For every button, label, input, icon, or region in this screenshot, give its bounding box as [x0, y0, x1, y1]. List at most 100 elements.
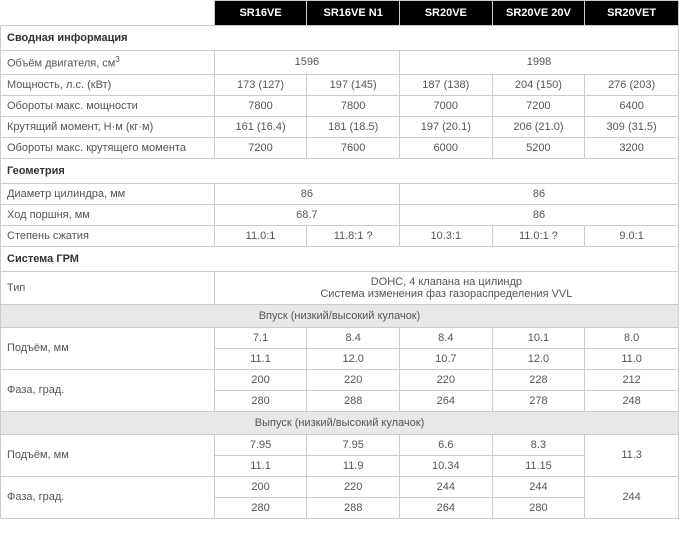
- col-sr20vet: SR20VET: [585, 1, 679, 26]
- intake-phase-high-4: 248: [585, 390, 679, 411]
- intake-lift-label: Подъём, мм: [1, 327, 215, 369]
- torque-rpm-3: 5200: [492, 137, 585, 158]
- exhaust-phase-merged: 244: [585, 476, 679, 518]
- bore-label: Диаметр цилиндра, мм: [1, 183, 215, 204]
- row-compression: Степень сжатия 11.0:1 11.8:1 ? 10.3:1 11…: [1, 225, 679, 246]
- exhaust-lift-low-2: 6.6: [399, 434, 492, 455]
- row-stroke: Ход поршня, мм 68.7 86: [1, 204, 679, 225]
- power-3: 204 (150): [492, 74, 585, 95]
- header-blank: [1, 1, 215, 26]
- exhaust-lift-label: Подъём, мм: [1, 434, 215, 476]
- intake-phase-low-4: 212: [585, 369, 679, 390]
- exhaust-lift-low-1: 7.95: [307, 434, 400, 455]
- stroke-label: Ход поршня, мм: [1, 204, 215, 225]
- intake-lift-high-3: 12.0: [492, 348, 585, 369]
- exhaust-lift-merged: 11.3: [585, 434, 679, 476]
- type-value: DOHC, 4 клапана на цилиндрСистема измене…: [214, 271, 678, 304]
- compression-4: 9.0:1: [585, 225, 679, 246]
- torque-rpm-4: 3200: [585, 137, 679, 158]
- power-2: 187 (138): [399, 74, 492, 95]
- intake-lift-low-4: 8.0: [585, 327, 679, 348]
- col-sr20ve: SR20VE: [399, 1, 492, 26]
- exhaust-phase-high-3: 280: [492, 497, 585, 518]
- exhaust-lift-low-0: 7.95: [214, 434, 307, 455]
- row-intake-header: Впуск (низкий/высокий кулачок): [1, 304, 679, 327]
- power-rpm-label: Обороты макс. мощности: [1, 95, 215, 116]
- compression-0: 11.0:1: [214, 225, 307, 246]
- displacement-label: Объём двигателя, см3: [1, 51, 215, 75]
- intake-lift-low-0: 7.1: [214, 327, 307, 348]
- compression-1: 11.8:1 ?: [307, 225, 400, 246]
- exhaust-header: Выпуск (низкий/высокий кулачок): [1, 411, 679, 434]
- row-displacement: Объём двигателя, см3 1596 1998: [1, 51, 679, 75]
- row-type: Тип DOHC, 4 клапана на цилиндрСистема из…: [1, 271, 679, 304]
- col-sr16ve: SR16VE: [214, 1, 307, 26]
- torque-4: 309 (31.5): [585, 116, 679, 137]
- section-geometry-label: Геометрия: [1, 158, 679, 183]
- intake-lift-low-3: 10.1: [492, 327, 585, 348]
- compression-2: 10.3:1: [399, 225, 492, 246]
- exhaust-phase-label: Фаза, град.: [1, 476, 215, 518]
- intake-phase-high-0: 280: [214, 390, 307, 411]
- power-label: Мощность, л.с. (кВт): [1, 74, 215, 95]
- row-bore: Диаметр цилиндра, мм 86 86: [1, 183, 679, 204]
- row-torque-rpm: Обороты макс. крутящего момента 7200 760…: [1, 137, 679, 158]
- exhaust-phase-low-1: 220: [307, 476, 400, 497]
- exhaust-phase-low-0: 200: [214, 476, 307, 497]
- col-sr16ve-n1: SR16VE N1: [307, 1, 400, 26]
- section-geometry: Геометрия: [1, 158, 679, 183]
- intake-phase-low-1: 220: [307, 369, 400, 390]
- row-torque: Крутящий момент, Н·м (кг·м) 161 (16.4) 1…: [1, 116, 679, 137]
- spec-table: SR16VE SR16VE N1 SR20VE SR20VE 20V SR20V…: [0, 0, 679, 519]
- torque-3: 206 (21.0): [492, 116, 585, 137]
- torque-0: 161 (16.4): [214, 116, 307, 137]
- torque-label: Крутящий момент, Н·м (кг·м): [1, 116, 215, 137]
- exhaust-phase-low-2: 244: [399, 476, 492, 497]
- intake-lift-high-0: 11.1: [214, 348, 307, 369]
- exhaust-phase-high-1: 288: [307, 497, 400, 518]
- bore-a: 86: [214, 183, 399, 204]
- intake-lift-low-2: 8.4: [399, 327, 492, 348]
- intake-phase-low-3: 228: [492, 369, 585, 390]
- power-1: 197 (145): [307, 74, 400, 95]
- intake-phase-high-1: 288: [307, 390, 400, 411]
- power-rpm-0: 7800: [214, 95, 307, 116]
- section-summary-label: Сводная информация: [1, 26, 679, 51]
- power-0: 173 (127): [214, 74, 307, 95]
- exhaust-lift-high-2: 10.34: [399, 455, 492, 476]
- exhaust-lift-low-3: 8.3: [492, 434, 585, 455]
- section-summary: Сводная информация: [1, 26, 679, 51]
- torque-rpm-label: Обороты макс. крутящего момента: [1, 137, 215, 158]
- exhaust-phase-high-0: 280: [214, 497, 307, 518]
- row-power-rpm: Обороты макс. мощности 7800 7800 7000 72…: [1, 95, 679, 116]
- power-4: 276 (203): [585, 74, 679, 95]
- exhaust-phase-low-3: 244: [492, 476, 585, 497]
- type-label: Тип: [1, 271, 215, 304]
- intake-phase-low-2: 220: [399, 369, 492, 390]
- torque-2: 197 (20.1): [399, 116, 492, 137]
- header-row: SR16VE SR16VE N1 SR20VE SR20VE 20V SR20V…: [1, 1, 679, 26]
- stroke-b: 86: [399, 204, 678, 225]
- torque-1: 181 (18.5): [307, 116, 400, 137]
- section-grm: Система ГРМ: [1, 246, 679, 271]
- bore-b: 86: [399, 183, 678, 204]
- intake-phase-low-0: 200: [214, 369, 307, 390]
- exhaust-lift-high-1: 11.9: [307, 455, 400, 476]
- compression-label: Степень сжатия: [1, 225, 215, 246]
- row-exhaust-lift-low: Подъём, мм 7.95 7.95 6.6 8.3 11.3: [1, 434, 679, 455]
- exhaust-lift-high-0: 11.1: [214, 455, 307, 476]
- intake-phase-high-2: 264: [399, 390, 492, 411]
- col-sr20ve-20v: SR20VE 20V: [492, 1, 585, 26]
- exhaust-phase-high-2: 264: [399, 497, 492, 518]
- intake-lift-high-4: 11.0: [585, 348, 679, 369]
- intake-lift-high-2: 10.7: [399, 348, 492, 369]
- compression-3: 11.0:1 ?: [492, 225, 585, 246]
- displacement-1596: 1596: [214, 51, 399, 75]
- torque-rpm-0: 7200: [214, 137, 307, 158]
- intake-lift-low-1: 8.4: [307, 327, 400, 348]
- intake-header: Впуск (низкий/высокий кулачок): [1, 304, 679, 327]
- power-rpm-2: 7000: [399, 95, 492, 116]
- torque-rpm-1: 7600: [307, 137, 400, 158]
- intake-phase-label: Фаза, град.: [1, 369, 215, 411]
- row-intake-phase-low: Фаза, град. 200 220 220 228 212: [1, 369, 679, 390]
